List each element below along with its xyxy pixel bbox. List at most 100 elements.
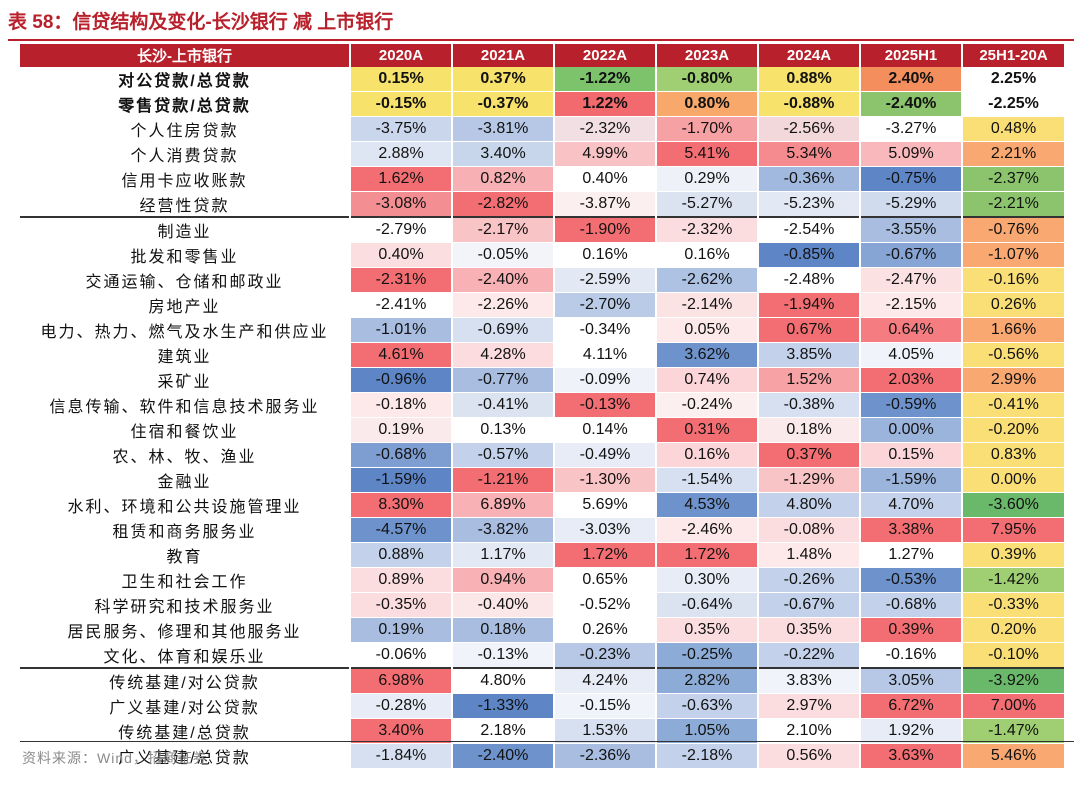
value-cell: 2.82% <box>656 667 759 694</box>
value-cell: 3.40% <box>452 141 555 167</box>
value-cell: 8.30% <box>350 492 453 518</box>
value-cell: -0.08% <box>758 517 861 543</box>
value-cell: -0.68% <box>350 442 453 468</box>
value-cell: -5.27% <box>656 191 759 218</box>
value-cell: -2.82% <box>452 191 555 218</box>
value-cell: -0.67% <box>860 242 963 268</box>
value-cell: -2.56% <box>758 116 861 142</box>
value-cell: 0.20% <box>962 617 1064 643</box>
table-row: 教育 0.88% 1.17% 1.72% 1.72% 1.48% 1.27% 0.39% <box>20 542 1064 568</box>
value-cell: 0.16% <box>554 242 657 268</box>
value-cell: -1.70% <box>656 116 759 142</box>
value-cell: -0.40% <box>452 592 555 618</box>
value-cell: -2.32% <box>656 216 759 243</box>
header-year-cell: 2020A <box>350 44 453 67</box>
bottom-rule <box>20 741 1074 742</box>
value-cell: -2.32% <box>554 116 657 142</box>
table-row: 对公贷款/总贷款 0.15% 0.37% -1.22% -0.80% 0.88% 2.40%… <box>20 67 1064 92</box>
value-cell: -0.22% <box>758 642 861 669</box>
value-cell: -0.38% <box>758 392 861 418</box>
value-cell: 1.48% <box>758 542 861 568</box>
table-row: 采矿业 -0.96% -0.77% -0.09% 0.74% 1.52% 2.03% 2.99… <box>20 367 1064 393</box>
value-cell: -3.55% <box>860 216 963 243</box>
value-cell: -2.46% <box>656 517 759 543</box>
value-cell: 1.66% <box>962 317 1064 343</box>
value-cell: 4.80% <box>758 492 861 518</box>
value-cell: -0.88% <box>758 91 861 117</box>
value-cell: -0.36% <box>758 166 861 192</box>
value-cell: -0.57% <box>452 442 555 468</box>
value-cell: -0.33% <box>962 592 1064 618</box>
value-cell: 0.48% <box>962 116 1064 142</box>
value-cell: -0.15% <box>554 693 657 719</box>
table-row: 传统基建/总贷款 3.40% 2.18% 1.53% 1.05% 2.10% 1.92% -1… <box>20 718 1064 744</box>
value-cell: 0.00% <box>860 417 963 443</box>
value-cell: -3.82% <box>452 517 555 543</box>
value-cell: -3.87% <box>554 191 657 218</box>
value-cell: 6.72% <box>860 693 963 719</box>
value-cell: -0.63% <box>656 693 759 719</box>
value-cell: 1.22% <box>554 91 657 117</box>
row-label: 个人消费贷款 <box>20 141 351 167</box>
value-cell: -0.13% <box>554 392 657 418</box>
table-row: 居民服务、修理和其他服务业 0.19% 0.18% 0.26% 0.35% 0.35% 0.… <box>20 617 1064 643</box>
table-row: 金融业 -1.59% -1.21% -1.30% -1.54% -1.29% -1.59% 0… <box>20 467 1064 493</box>
value-cell: 5.69% <box>554 492 657 518</box>
value-cell: 4.05% <box>860 342 963 368</box>
value-cell: -0.15% <box>350 91 453 117</box>
value-cell: -2.40% <box>452 267 555 293</box>
value-cell: -0.77% <box>452 367 555 393</box>
value-cell: -0.06% <box>350 642 453 669</box>
value-cell: -3.75% <box>350 116 453 142</box>
value-cell: -2.48% <box>758 267 861 293</box>
value-cell: -0.41% <box>962 392 1064 418</box>
value-cell: -1.01% <box>350 317 453 343</box>
value-cell: -0.53% <box>860 567 963 593</box>
row-label: 居民服务、修理和其他服务业 <box>20 617 351 643</box>
table-row: 信用卡应收账款 1.62% 0.82% 0.40% 0.29% -0.36% -0.75% -… <box>20 166 1064 192</box>
table-row: 批发和零售业 0.40% -0.05% 0.16% 0.16% -0.85% -0.67% -… <box>20 242 1064 268</box>
value-cell: 0.74% <box>656 367 759 393</box>
value-cell: -0.16% <box>962 267 1064 293</box>
value-cell: -2.70% <box>554 292 657 318</box>
value-cell: 2.25% <box>962 67 1064 92</box>
value-cell: -2.25% <box>962 91 1064 117</box>
value-cell: 5.09% <box>860 141 963 167</box>
value-cell: 0.35% <box>758 617 861 643</box>
row-label: 电力、热力、燃气及水生产和供应业 <box>20 317 351 343</box>
value-cell: -0.26% <box>758 567 861 593</box>
heatmap-table: 长沙-上市银行 2020A 2021A 2022A 2023A 2024A 2025H1 25… <box>20 44 1064 769</box>
value-cell: 0.26% <box>962 292 1064 318</box>
value-cell: 4.70% <box>860 492 963 518</box>
value-cell: -2.31% <box>350 267 453 293</box>
value-cell: 5.41% <box>656 141 759 167</box>
value-cell: -4.57% <box>350 517 453 543</box>
table-row: 房地产业 -2.41% -2.26% -2.70% -2.14% -1.94% -2.15%… <box>20 292 1064 318</box>
header-year-cell: 2024A <box>758 44 861 67</box>
value-cell: 0.89% <box>350 567 453 593</box>
value-cell: -3.60% <box>962 492 1064 518</box>
value-cell: 0.37% <box>758 442 861 468</box>
value-cell: -1.47% <box>962 718 1064 744</box>
value-cell: -1.90% <box>554 216 657 243</box>
header-year-cell: 25H1-20A <box>962 44 1064 67</box>
row-label: 信用卡应收账款 <box>20 166 351 192</box>
value-cell: -0.23% <box>554 642 657 669</box>
value-cell: 7.00% <box>962 693 1064 719</box>
value-cell: 1.62% <box>350 166 453 192</box>
title-rule <box>8 39 1074 41</box>
row-label: 广义基建/总贷款 <box>20 743 351 769</box>
value-cell: -1.59% <box>860 467 963 493</box>
row-label: 广义基建/对公贷款 <box>20 693 351 719</box>
value-cell: 4.28% <box>452 342 555 368</box>
table-row: 文化、体育和娱乐业 -0.06% -0.13% -0.23% -0.25% -0.22% -… <box>20 642 1064 669</box>
value-cell: -0.41% <box>452 392 555 418</box>
value-cell: 0.39% <box>860 617 963 643</box>
value-cell: 0.83% <box>962 442 1064 468</box>
value-cell: 5.46% <box>962 743 1064 769</box>
value-cell: 2.97% <box>758 693 861 719</box>
value-cell: -0.24% <box>656 392 759 418</box>
value-cell: -1.94% <box>758 292 861 318</box>
value-cell: -2.14% <box>656 292 759 318</box>
value-cell: 1.05% <box>656 718 759 744</box>
